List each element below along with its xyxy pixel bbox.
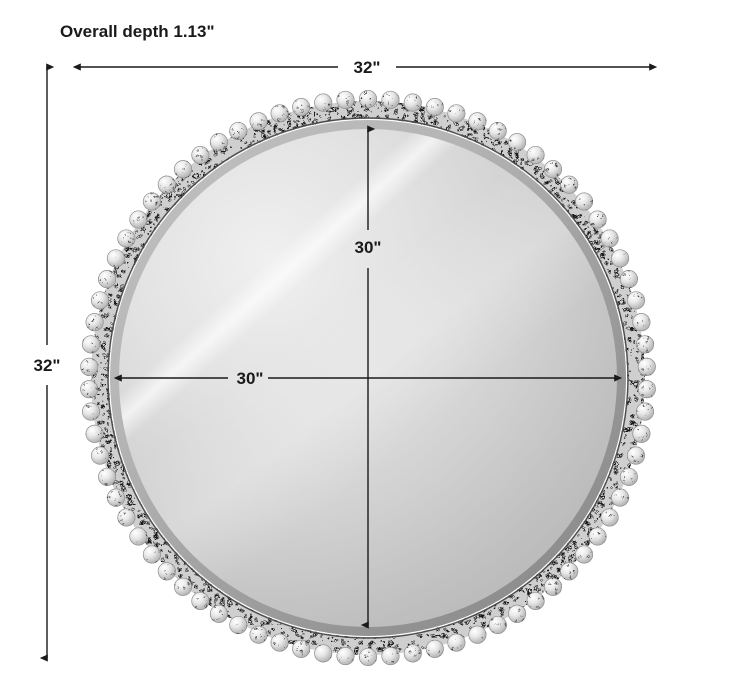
svg-text:32": 32" (354, 58, 381, 77)
svg-text:30": 30" (355, 238, 382, 257)
svg-text:30": 30" (237, 369, 264, 388)
svg-text:32": 32" (34, 356, 61, 375)
